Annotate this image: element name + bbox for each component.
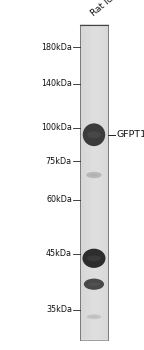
Text: 45kDa: 45kDa xyxy=(46,249,72,258)
Text: 180kDa: 180kDa xyxy=(41,43,72,52)
Ellipse shape xyxy=(84,279,104,290)
Text: GFPT1: GFPT1 xyxy=(117,130,144,139)
Ellipse shape xyxy=(87,131,101,138)
Ellipse shape xyxy=(83,124,105,146)
Ellipse shape xyxy=(86,172,102,178)
Text: 75kDa: 75kDa xyxy=(46,156,72,166)
Text: Rat lung: Rat lung xyxy=(90,0,124,18)
Ellipse shape xyxy=(88,282,100,286)
Ellipse shape xyxy=(89,174,99,176)
Text: 100kDa: 100kDa xyxy=(41,123,72,132)
Text: 60kDa: 60kDa xyxy=(46,195,72,204)
Text: 35kDa: 35kDa xyxy=(46,305,72,314)
Bar xyxy=(80,25,108,339)
Ellipse shape xyxy=(87,256,101,261)
Ellipse shape xyxy=(87,314,101,319)
Ellipse shape xyxy=(90,316,98,317)
Ellipse shape xyxy=(83,248,105,268)
Text: 140kDa: 140kDa xyxy=(41,79,72,89)
